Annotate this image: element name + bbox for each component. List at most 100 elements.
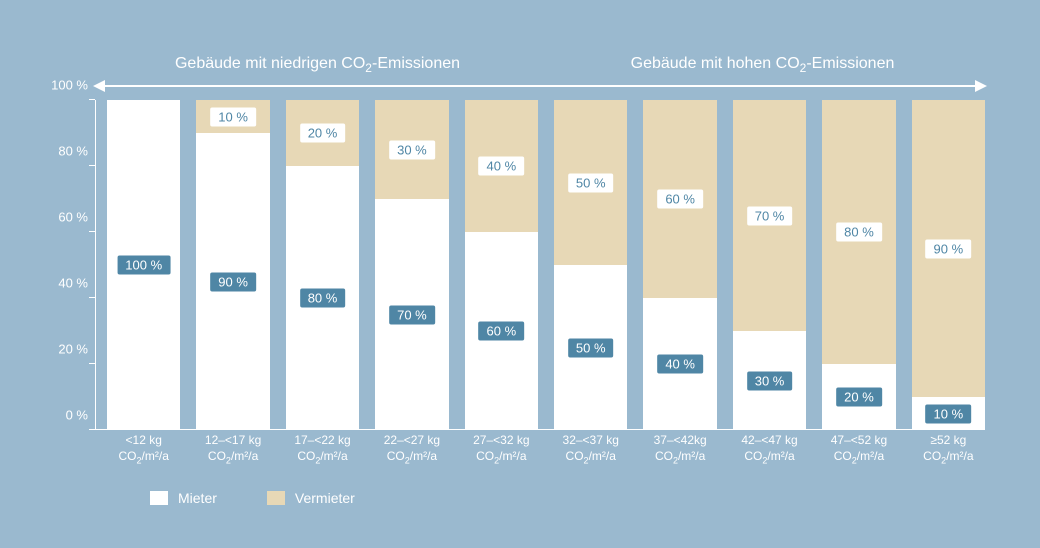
x-category-label-line1: 17–<22 kg xyxy=(286,432,359,448)
bar-segment-vermieter: 90 % xyxy=(912,100,985,397)
bar-value-label-mieter: 30 % xyxy=(747,371,793,390)
bar-stack: 20 % 80 % xyxy=(286,100,359,430)
bar-stack: 90 % 10 % xyxy=(912,100,985,430)
bar-segment-vermieter: 80 % xyxy=(822,100,895,364)
bar-value-label-vermieter: 40 % xyxy=(479,157,525,176)
x-category-label-line1: 37–<42kg xyxy=(643,432,716,448)
y-tick-label: 0 % xyxy=(40,408,88,423)
x-category-label: 37–<42kgCO2/m²/a xyxy=(643,432,716,467)
legend-label-vermieter: Vermieter xyxy=(295,490,355,506)
bar-column: 50 % 50 % xyxy=(554,100,627,430)
bar-segment-vermieter: 50 % xyxy=(554,100,627,265)
y-tick-mark xyxy=(89,429,95,430)
legend-label-mieter: Mieter xyxy=(178,490,217,506)
x-category-label-line2: CO2/m²/a xyxy=(822,448,895,467)
bar-segment-mieter: 100 % xyxy=(107,100,180,430)
x-category-label: 32–<37 kgCO2/m²/a xyxy=(554,432,627,467)
x-category-label-line1: 32–<37 kg xyxy=(554,432,627,448)
spectrum-arrow-line xyxy=(95,85,985,87)
legend-item-vermieter: Vermieter xyxy=(267,490,355,506)
x-category-label-line1: <12 kg xyxy=(107,432,180,448)
bar-stack: 10 % 90 % xyxy=(196,100,269,430)
x-category-label-line2: CO2/m²/a xyxy=(733,448,806,467)
bar-column: 90 % 10 % xyxy=(912,100,985,430)
bar-segment-vermieter: 20 % xyxy=(286,100,359,166)
bar-stack: 70 % 30 % xyxy=(733,100,806,430)
x-category-label-line1: 42–<47 kg xyxy=(733,432,806,448)
bar-segment-mieter: 80 % xyxy=(286,166,359,430)
x-category-label: 42–<47 kgCO2/m²/a xyxy=(733,432,806,467)
bar-stack: 60 %40 % xyxy=(643,100,716,430)
legend-swatch-mieter xyxy=(150,491,168,505)
x-category-label-line1: ≥52 kg xyxy=(912,432,985,448)
bar-value-label-vermieter: 70 % xyxy=(747,206,793,225)
bar-segment-vermieter: 70 % xyxy=(733,100,806,331)
bar-segment-mieter: 30 % xyxy=(733,331,806,430)
bar-value-label-vermieter: 30 % xyxy=(389,140,435,159)
bar-value-label-mieter: 60 % xyxy=(479,322,525,341)
x-category-label-line2: CO2/m²/a xyxy=(554,448,627,467)
bar-segment-vermieter: 30 % xyxy=(375,100,448,199)
x-category-label: 22–<27 kgCO2/m²/a xyxy=(375,432,448,467)
bar-segment-mieter: 10 % xyxy=(912,397,985,430)
bar-stack: 50 % 50 % xyxy=(554,100,627,430)
header-right-label: Gebäude mit hohen CO2-Emissionen xyxy=(540,55,985,75)
y-tick-mark xyxy=(89,297,95,298)
bar-segment-mieter: 70 % xyxy=(375,199,448,430)
bar-column: 100 % xyxy=(107,100,180,430)
x-category-label-line2: CO2/m²/a xyxy=(465,448,538,467)
x-category-label-line2: CO2/m²/a xyxy=(643,448,716,467)
x-category-label: 12–<17 kgCO2/m²/a xyxy=(196,432,269,467)
spectrum-header: Gebäude mit niedrigen CO2-Emissionen Geb… xyxy=(95,48,985,82)
bar-value-label-mieter: 50 % xyxy=(568,338,614,357)
x-category-label-line1: 22–<27 kg xyxy=(375,432,448,448)
legend-item-mieter: Mieter xyxy=(150,490,217,506)
bar-segment-vermieter: 40 % xyxy=(465,100,538,232)
bar-segment-mieter: 60 % xyxy=(465,232,538,430)
y-tick-label: 80 % xyxy=(40,144,88,159)
bar-value-label-mieter: 80 % xyxy=(300,289,346,308)
x-axis-labels: <12 kgCO2/m²/a12–<17 kgCO2/m²/a17–<22 kg… xyxy=(95,432,985,467)
plot-area: 100 % 10 % 90 % 20 % 80 % 30 % 70 % 40 % 60 % 50 … xyxy=(95,100,985,430)
bar-stack: 100 % xyxy=(107,100,180,430)
bar-stack: 80 % 20 % xyxy=(822,100,895,430)
legend-swatch-vermieter xyxy=(267,491,285,505)
bar-segment-vermieter: 60 % xyxy=(643,100,716,298)
x-category-label: 17–<22 kgCO2/m²/a xyxy=(286,432,359,467)
bar-segment-mieter: 90 % xyxy=(196,133,269,430)
y-tick-mark xyxy=(89,165,95,166)
bar-value-label-vermieter: 50 % xyxy=(568,173,614,192)
bar-segment-mieter: 20 % xyxy=(822,364,895,430)
bar-value-label-mieter: 20 % xyxy=(836,388,882,407)
x-category-label: 27–<32 kgCO2/m²/a xyxy=(465,432,538,467)
bar-stack: 30 % 70 % xyxy=(375,100,448,430)
x-category-label: <12 kgCO2/m²/a xyxy=(107,432,180,467)
x-category-label-line2: CO2/m²/a xyxy=(107,448,180,467)
bar-value-label-vermieter: 60 % xyxy=(657,190,703,209)
x-category-label-line1: 47–<52 kg xyxy=(822,432,895,448)
bar-column: 70 % 30 % xyxy=(733,100,806,430)
bar-column: 20 % 80 % xyxy=(286,100,359,430)
bar-value-label-vermieter: 20 % xyxy=(300,124,346,143)
x-category-label-line2: CO2/m²/a xyxy=(196,448,269,467)
bar-column: 60 %40 % xyxy=(643,100,716,430)
chart-container: Gebäude mit niedrigen CO2-Emissionen Geb… xyxy=(0,0,1040,548)
x-category-label-line2: CO2/m²/a xyxy=(286,448,359,467)
x-category-label-line2: CO2/m²/a xyxy=(912,448,985,467)
y-tick-mark xyxy=(89,363,95,364)
bar-value-label-vermieter: 10 % xyxy=(210,107,256,126)
bar-segment-mieter: 50 % xyxy=(554,265,627,430)
bar-value-label-mieter: 10 % xyxy=(926,404,972,423)
bar-column: 30 % 70 % xyxy=(375,100,448,430)
bar-value-label-vermieter: 90 % xyxy=(926,239,972,258)
bar-column: 80 % 20 % xyxy=(822,100,895,430)
y-tick-mark xyxy=(89,231,95,232)
x-category-label-line2: CO2/m²/a xyxy=(375,448,448,467)
x-category-label: 47–<52 kgCO2/m²/a xyxy=(822,432,895,467)
y-tick-label: 100 % xyxy=(40,78,88,93)
bar-value-label-mieter: 70 % xyxy=(389,305,435,324)
bar-value-label-vermieter: 80 % xyxy=(836,223,882,242)
bar-column: 10 % 90 % xyxy=(196,100,269,430)
x-category-label: ≥52 kgCO2/m²/a xyxy=(912,432,985,467)
bars-group: 100 % 10 % 90 % 20 % 80 % 30 % 70 % 40 % 60 % 50 … xyxy=(95,100,985,430)
